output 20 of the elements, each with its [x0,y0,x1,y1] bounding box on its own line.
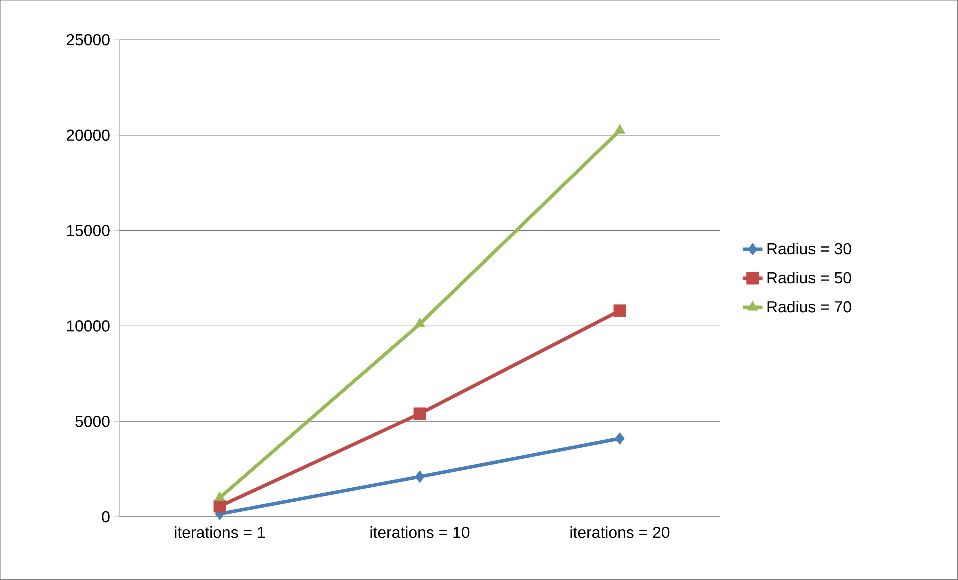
point [414,408,426,420]
point [615,432,625,445]
y-tick-label: 20000 [66,130,110,142]
point [414,318,426,328]
y-tick-label: 0 [102,511,110,523]
legend-label: Radius = 50 [768,272,852,284]
point [214,500,226,513]
point [214,492,226,502]
x-tick-label: iterations = 10 [370,526,470,538]
point [614,304,626,318]
y-tick-label: 15000 [67,225,110,236]
point [415,470,425,484]
y-tick-label: 10000 [67,320,110,332]
y-tick-label: 25000 [66,34,110,46]
legend-label: Radius = 70 [768,301,852,313]
legend-label: Radius = 30 [768,242,852,255]
y-tick-label: 5000 [76,416,110,428]
x-tick-label: iterations = 20 [570,526,670,538]
point [614,124,626,134]
x-tick-label: iterations = 1 [175,526,266,538]
